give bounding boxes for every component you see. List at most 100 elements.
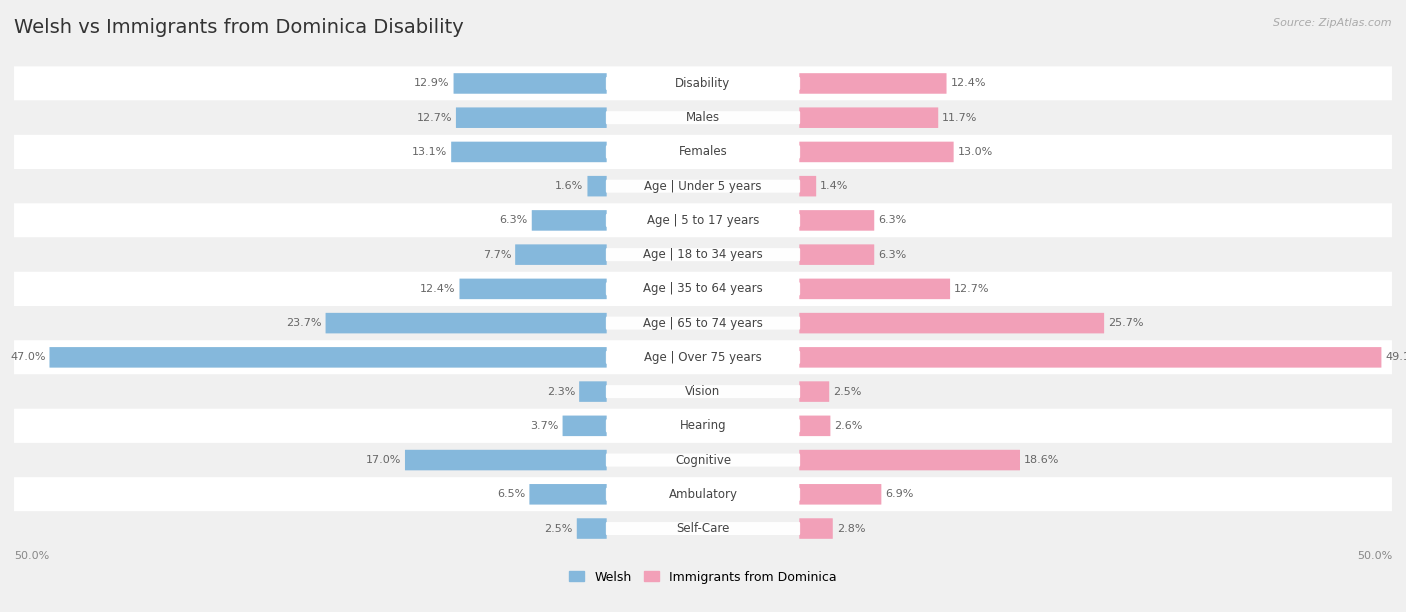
Text: Hearing: Hearing: [679, 419, 727, 432]
Text: Self-Care: Self-Care: [676, 522, 730, 535]
Text: Age | 5 to 17 years: Age | 5 to 17 years: [647, 214, 759, 227]
FancyBboxPatch shape: [14, 375, 1392, 409]
Text: 47.0%: 47.0%: [10, 353, 45, 362]
FancyBboxPatch shape: [606, 488, 800, 501]
Text: 1.6%: 1.6%: [555, 181, 583, 191]
Text: 2.8%: 2.8%: [837, 523, 865, 534]
Text: 12.4%: 12.4%: [950, 78, 986, 89]
FancyBboxPatch shape: [606, 522, 800, 535]
FancyBboxPatch shape: [606, 351, 800, 364]
Text: 1.4%: 1.4%: [820, 181, 849, 191]
Text: 12.7%: 12.7%: [416, 113, 451, 122]
Text: 6.9%: 6.9%: [886, 490, 914, 499]
FancyBboxPatch shape: [606, 419, 800, 432]
FancyBboxPatch shape: [606, 248, 800, 261]
Text: 7.7%: 7.7%: [482, 250, 512, 259]
FancyBboxPatch shape: [14, 272, 1392, 306]
Text: 2.6%: 2.6%: [834, 421, 863, 431]
Text: 6.3%: 6.3%: [879, 250, 907, 259]
FancyBboxPatch shape: [800, 73, 946, 94]
FancyBboxPatch shape: [14, 100, 1392, 135]
Text: 12.7%: 12.7%: [955, 284, 990, 294]
FancyBboxPatch shape: [14, 409, 1392, 443]
FancyBboxPatch shape: [800, 176, 815, 196]
FancyBboxPatch shape: [14, 477, 1392, 512]
Text: 6.3%: 6.3%: [499, 215, 527, 225]
FancyBboxPatch shape: [451, 141, 606, 162]
Text: 2.5%: 2.5%: [834, 387, 862, 397]
Text: Cognitive: Cognitive: [675, 453, 731, 466]
Text: 50.0%: 50.0%: [1357, 551, 1392, 561]
FancyBboxPatch shape: [579, 381, 606, 402]
Text: Females: Females: [679, 146, 727, 159]
Text: 17.0%: 17.0%: [366, 455, 401, 465]
FancyBboxPatch shape: [14, 135, 1392, 169]
Text: 18.6%: 18.6%: [1024, 455, 1059, 465]
Text: Age | 65 to 74 years: Age | 65 to 74 years: [643, 316, 763, 330]
FancyBboxPatch shape: [606, 180, 800, 193]
Text: 23.7%: 23.7%: [285, 318, 322, 328]
FancyBboxPatch shape: [405, 450, 606, 471]
FancyBboxPatch shape: [800, 141, 953, 162]
FancyBboxPatch shape: [14, 306, 1392, 340]
Text: Age | Over 75 years: Age | Over 75 years: [644, 351, 762, 364]
Text: 6.5%: 6.5%: [498, 490, 526, 499]
FancyBboxPatch shape: [576, 518, 606, 539]
FancyBboxPatch shape: [800, 278, 950, 299]
Text: 11.7%: 11.7%: [942, 113, 977, 122]
Text: Source: ZipAtlas.com: Source: ZipAtlas.com: [1274, 18, 1392, 28]
FancyBboxPatch shape: [606, 453, 800, 466]
FancyBboxPatch shape: [14, 237, 1392, 272]
FancyBboxPatch shape: [606, 146, 800, 159]
FancyBboxPatch shape: [14, 512, 1392, 546]
FancyBboxPatch shape: [800, 347, 1382, 368]
Text: 6.3%: 6.3%: [879, 215, 907, 225]
FancyBboxPatch shape: [14, 340, 1392, 375]
FancyBboxPatch shape: [531, 210, 606, 231]
FancyBboxPatch shape: [14, 169, 1392, 203]
Text: 13.0%: 13.0%: [957, 147, 993, 157]
FancyBboxPatch shape: [530, 484, 606, 504]
Text: Age | Under 5 years: Age | Under 5 years: [644, 180, 762, 193]
Text: Vision: Vision: [685, 385, 721, 398]
Text: Age | 35 to 64 years: Age | 35 to 64 years: [643, 282, 763, 296]
Text: 3.7%: 3.7%: [530, 421, 558, 431]
FancyBboxPatch shape: [460, 278, 606, 299]
FancyBboxPatch shape: [606, 77, 800, 90]
FancyBboxPatch shape: [800, 313, 1104, 334]
FancyBboxPatch shape: [800, 108, 938, 128]
FancyBboxPatch shape: [800, 210, 875, 231]
Text: Ambulatory: Ambulatory: [668, 488, 738, 501]
Text: 12.4%: 12.4%: [420, 284, 456, 294]
Text: Disability: Disability: [675, 77, 731, 90]
FancyBboxPatch shape: [14, 66, 1392, 100]
Text: 25.7%: 25.7%: [1108, 318, 1143, 328]
Text: Males: Males: [686, 111, 720, 124]
Text: 13.1%: 13.1%: [412, 147, 447, 157]
FancyBboxPatch shape: [14, 203, 1392, 237]
FancyBboxPatch shape: [588, 176, 606, 196]
FancyBboxPatch shape: [606, 282, 800, 296]
Legend: Welsh, Immigrants from Dominica: Welsh, Immigrants from Dominica: [564, 565, 842, 589]
FancyBboxPatch shape: [800, 244, 875, 265]
FancyBboxPatch shape: [562, 416, 606, 436]
Text: 2.3%: 2.3%: [547, 387, 575, 397]
FancyBboxPatch shape: [800, 381, 830, 402]
FancyBboxPatch shape: [800, 518, 832, 539]
Text: Age | 18 to 34 years: Age | 18 to 34 years: [643, 248, 763, 261]
FancyBboxPatch shape: [454, 73, 606, 94]
FancyBboxPatch shape: [800, 450, 1019, 471]
FancyBboxPatch shape: [14, 443, 1392, 477]
FancyBboxPatch shape: [456, 108, 606, 128]
Text: 50.0%: 50.0%: [14, 551, 49, 561]
FancyBboxPatch shape: [800, 484, 882, 504]
FancyBboxPatch shape: [606, 111, 800, 124]
Text: 12.9%: 12.9%: [413, 78, 450, 89]
Text: Welsh vs Immigrants from Dominica Disability: Welsh vs Immigrants from Dominica Disabi…: [14, 18, 464, 37]
FancyBboxPatch shape: [606, 316, 800, 330]
FancyBboxPatch shape: [606, 214, 800, 227]
FancyBboxPatch shape: [49, 347, 606, 368]
FancyBboxPatch shape: [800, 416, 831, 436]
FancyBboxPatch shape: [606, 385, 800, 398]
Text: 49.1%: 49.1%: [1385, 353, 1406, 362]
